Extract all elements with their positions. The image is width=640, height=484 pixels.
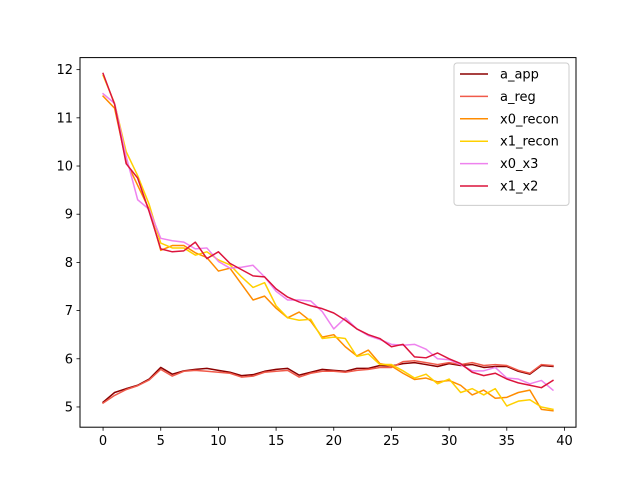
legend-label-a-app: a_app	[500, 68, 539, 83]
x-tick-label: 30	[441, 434, 458, 449]
x-tick-label: 10	[210, 434, 227, 449]
series-line-a-reg	[102, 359, 554, 405]
plot-frame	[79, 57, 577, 428]
legend-label-x1-x2: x1_x2	[500, 180, 538, 195]
legend-box	[453, 62, 570, 206]
x-tick-label: 15	[268, 434, 285, 449]
y-axis: 5 6 7 8 9 10 11 12	[56, 63, 80, 415]
legend-label-x1-recon: x1_recon	[500, 135, 559, 150]
legend-label-x0-recon: x0_recon	[500, 112, 559, 127]
series-layer	[102, 72, 554, 412]
x-tick-label: 5	[157, 434, 165, 449]
series-line-x1-recon	[102, 74, 554, 411]
y-tick-label: 12	[56, 63, 73, 78]
x-tick-label: 20	[325, 434, 342, 449]
y-tick-label: 10	[56, 160, 73, 175]
y-tick-label: 9	[65, 208, 73, 223]
x-tick-label: 40	[556, 434, 573, 449]
x-tick-label: 0	[99, 434, 107, 449]
legend-label-x0-x3: x0_x3	[500, 157, 538, 172]
y-tick-label: 11	[56, 111, 73, 126]
y-tick-label: 5	[65, 400, 73, 415]
y-tick-label: 8	[65, 256, 73, 271]
x-tick-label: 25	[383, 434, 400, 449]
legend-label-a-reg: a_reg	[500, 90, 536, 105]
y-tick-label: 6	[65, 352, 73, 367]
series-line-x0-x3	[102, 92, 554, 392]
x-axis: 0 5 10 15 20 25 30 35 40	[99, 427, 573, 449]
x-tick-label: 35	[499, 434, 516, 449]
legend: a_app a_reg x0_recon x1_recon x0_x3 x1_x2	[453, 62, 570, 206]
y-tick-label: 7	[65, 304, 73, 319]
series-line-x1-x2	[102, 72, 554, 389]
series-line-a-app	[102, 361, 554, 404]
